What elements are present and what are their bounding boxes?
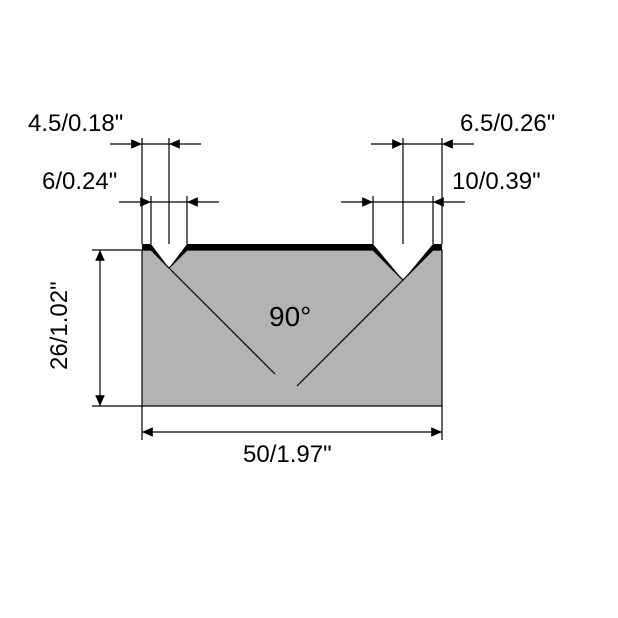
profile-top-right [433, 244, 442, 250]
profile-top-left [142, 244, 151, 250]
dim-top-left-offset: 4.5/0.18" [28, 110, 123, 137]
dim-top-left-vwidth: 6/0.24" [42, 168, 117, 195]
dim-width: 50/1.97" [243, 441, 332, 468]
dim-top-right-vwidth: 10/0.39" [452, 168, 541, 195]
dim-height: 26/1.02" [46, 281, 73, 370]
dim-top-right-offset: 6.5/0.26" [460, 110, 555, 137]
angle-label: 90° [269, 301, 311, 332]
profile-top-slope [187, 244, 373, 248]
